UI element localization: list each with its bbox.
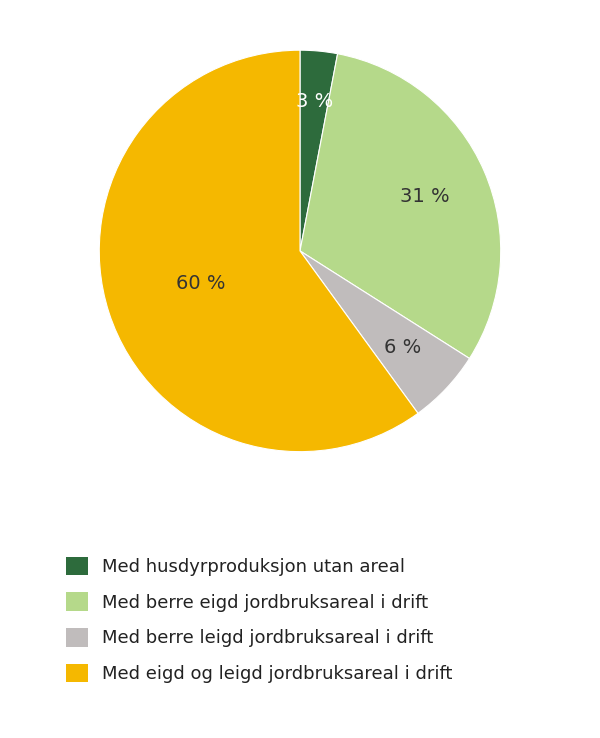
Wedge shape: [300, 50, 338, 251]
Text: 60 %: 60 %: [176, 274, 226, 293]
Text: 31 %: 31 %: [400, 187, 450, 206]
Wedge shape: [300, 54, 501, 359]
Wedge shape: [300, 251, 469, 413]
Text: 3 %: 3 %: [296, 92, 333, 111]
Text: 6 %: 6 %: [384, 337, 421, 356]
Legend: Med husdyrproduksjon utan areal, Med berre eigd jordbruksareal i drift, Med berr: Med husdyrproduksjon utan areal, Med ber…: [57, 548, 461, 692]
Wedge shape: [99, 50, 418, 452]
